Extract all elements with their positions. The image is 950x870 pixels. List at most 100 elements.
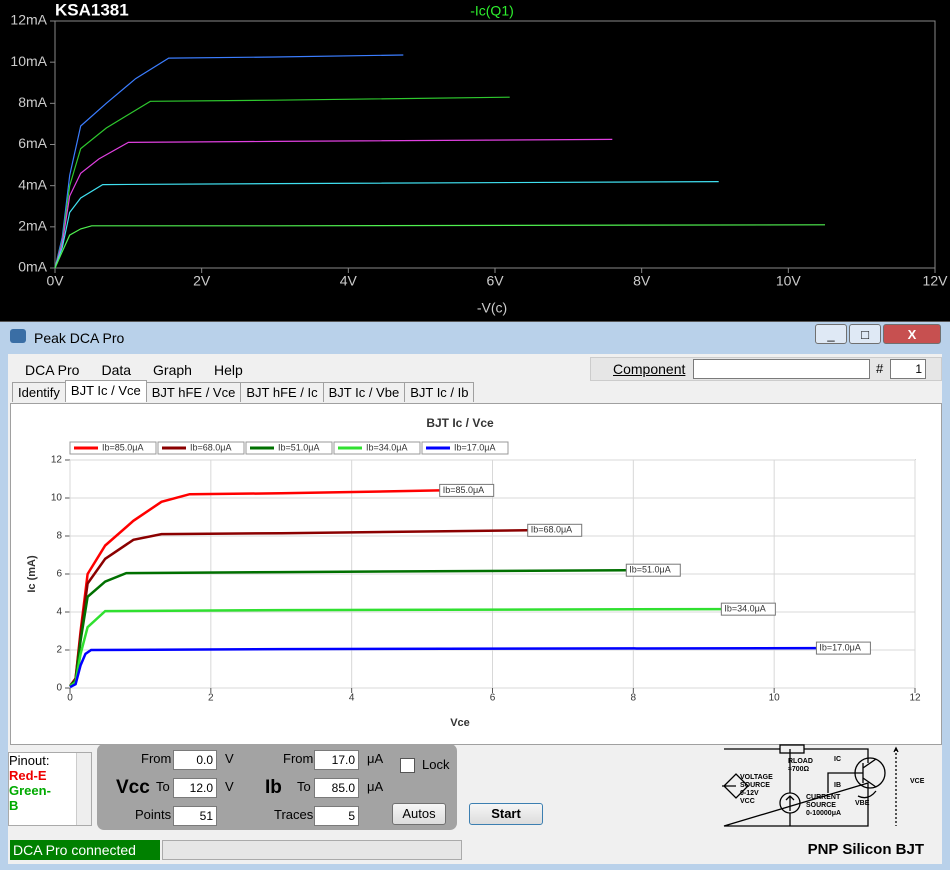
- traces-input[interactable]: 5: [314, 806, 359, 826]
- pinout-box: Pinout: Red-E Green-B: [8, 752, 92, 826]
- pin: Green-B: [9, 783, 51, 813]
- diagram-label: RLOAD: [788, 758, 813, 765]
- start-button[interactable]: Start: [469, 803, 543, 825]
- chart-title: BJT Ic / Vce: [426, 416, 494, 430]
- end-label-box: [720, 602, 776, 616]
- app-icon: [10, 329, 26, 343]
- diagram-label: VCC: [740, 798, 755, 805]
- x-tick-label: 8: [631, 693, 637, 704]
- legend-label: Ib=17.0μA: [454, 442, 495, 452]
- unit: V: [225, 751, 234, 766]
- menu-item[interactable]: DCA Pro: [25, 362, 80, 378]
- ib-from-input[interactable]: 17.0: [314, 750, 359, 770]
- series-line: [54, 181, 719, 269]
- x-tick-label: 2V: [193, 273, 211, 289]
- connection-status: DCA Pro connected: [10, 840, 160, 860]
- diagram-label: VCE: [910, 778, 925, 785]
- end-label: Ib=17.0μA: [819, 642, 860, 652]
- legend-box: [245, 441, 333, 455]
- y-tick-label: 4mA: [18, 176, 47, 192]
- y-tick-label: 0: [56, 683, 62, 694]
- maximize-button[interactable]: □: [849, 324, 881, 344]
- end-label: Ib=68.0μA: [531, 525, 572, 535]
- series-line: [54, 224, 826, 269]
- end-label-box: [439, 483, 495, 497]
- vcc-from-input[interactable]: 0.0: [173, 750, 217, 770]
- autos-button[interactable]: Autos: [392, 803, 446, 825]
- component-input[interactable]: [693, 359, 870, 379]
- legend-label: Ib=85.0μA: [102, 442, 143, 452]
- x-tick-label: 4: [349, 693, 355, 704]
- y-tick-label: 12mA: [10, 12, 47, 28]
- y-tick-label: 6: [56, 569, 62, 580]
- tab[interactable]: BJT hFE / Vce: [145, 382, 242, 402]
- unit: V: [225, 779, 234, 794]
- tab[interactable]: Identify: [12, 382, 66, 402]
- x-tick-label: 6V: [486, 273, 504, 289]
- diagram-label: 0-12V: [740, 790, 759, 797]
- label: Traces: [274, 807, 314, 822]
- diagram-label: SOURCE: [740, 782, 770, 789]
- tab[interactable]: BJT Ic / Ib: [404, 382, 475, 402]
- plot-title: KSA1381: [55, 0, 129, 19]
- label: From: [283, 751, 314, 766]
- end-label-box: [815, 641, 871, 655]
- spice-plot: KSA1381 -Ic(Q1) -V(c) 0mA 2mA 4mA 6mA 8mA 10m…: [10, 0, 948, 315]
- end-label: Ib=34.0μA: [724, 604, 765, 614]
- x-tick-label: 6: [490, 693, 496, 704]
- menu-item[interactable]: Help: [213, 362, 243, 378]
- series-line: [54, 54, 404, 269]
- circuit-diagram: RLOAD ≈700Ω IC IB VOLTAGE SOURCE 0-12V V…: [722, 744, 925, 827]
- x-tick-label: 0: [67, 693, 73, 704]
- y-tick-label: 4: [56, 607, 62, 618]
- points-input[interactable]: 51: [173, 806, 217, 826]
- end-label: Ib=85.0μA: [443, 485, 484, 495]
- number-input[interactable]: 1: [890, 359, 926, 379]
- ib-to-input[interactable]: 85.0: [314, 778, 359, 798]
- menu-item[interactable]: Data: [101, 362, 132, 378]
- diagram-label: ≈700Ω: [788, 766, 810, 773]
- y-tick-label: 10mA: [10, 53, 47, 69]
- legend-box: [333, 441, 421, 455]
- circuit-lines: [722, 744, 899, 827]
- label: From: [141, 751, 172, 766]
- y-tick-label: 12: [51, 455, 63, 466]
- tab[interactable]: BJT Ic / Vce: [64, 380, 147, 402]
- pin: Red-E: [9, 768, 47, 783]
- diagram-label: IC: [834, 756, 841, 763]
- x-tick-label: 10: [769, 693, 781, 704]
- minimize-button[interactable]: _: [815, 324, 847, 344]
- diagram-label: CURRENT: [806, 794, 841, 801]
- legend-box: [421, 441, 509, 455]
- scrollbar[interactable]: [76, 753, 91, 825]
- vcc-label: Vcc: [116, 777, 150, 798]
- diagram-label: VBE: [855, 800, 870, 807]
- menu-item[interactable]: Graph: [153, 362, 192, 378]
- end-label-box: [625, 563, 681, 577]
- diagram-label: VOLTAGE: [740, 774, 773, 781]
- tab[interactable]: BJT hFE / Ic: [240, 382, 324, 402]
- tab[interactable]: BJT Ic / Vbe: [322, 382, 406, 402]
- x-tick-label: 0V: [46, 273, 64, 289]
- dca-chart: BJT Ic / Vce Vce Ic (mA) 0 2 4 6 8 10 12 0 2 4 6 8 1…: [26, 416, 921, 729]
- y-tick-label: 2: [56, 645, 62, 656]
- label: To: [156, 779, 170, 794]
- end-label-box: [527, 523, 583, 537]
- close-button[interactable]: X: [883, 324, 941, 344]
- x-tick-label: 4V: [340, 273, 358, 289]
- x-tick-label: 12: [909, 693, 921, 704]
- component-label[interactable]: Component: [613, 361, 686, 377]
- label: To: [297, 779, 311, 794]
- lock-checkbox[interactable]: [400, 758, 415, 773]
- diagram-label: IB: [834, 782, 841, 789]
- tab-bar: Identify BJT Ic / Vce BJT hFE / Vce BJT hFE…: [12, 380, 475, 404]
- vcc-to-input[interactable]: 12.0: [173, 778, 217, 798]
- x-axis-label: Vce: [450, 717, 470, 729]
- y-tick-label: 8: [56, 531, 62, 542]
- series-line: [69, 646, 817, 689]
- legend-box: [69, 441, 157, 455]
- diagram-label: 0-10000μA: [806, 810, 841, 817]
- device-type: PNP Silicon BJT: [807, 841, 924, 858]
- y-axis-label: Ic (mA): [26, 555, 38, 593]
